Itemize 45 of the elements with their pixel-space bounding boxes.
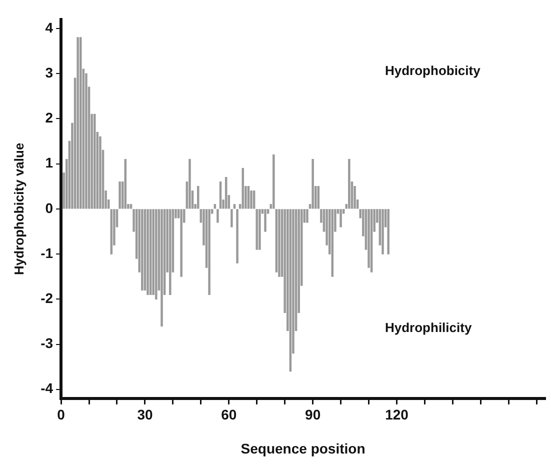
x-tick-label: 60: [221, 406, 237, 423]
bar: [264, 209, 266, 232]
y-tick-label: 2: [45, 110, 54, 126]
y-axis-title: Hydrophobicity value: [11, 142, 26, 275]
bar: [169, 209, 172, 295]
bar: [160, 209, 163, 327]
x-axis-title: Sequence position: [240, 440, 366, 456]
bar: [216, 209, 219, 223]
bar: [306, 209, 308, 223]
bar: [76, 37, 79, 209]
bar: [278, 209, 280, 277]
bar: [118, 182, 121, 209]
y-tick-label: -3: [40, 335, 54, 352]
y-tick-label: 1: [45, 154, 54, 171]
bar: [236, 209, 238, 264]
x-tick-label: 30: [137, 406, 153, 423]
bar: [141, 209, 144, 290]
bar: [230, 209, 233, 228]
bar: [348, 158, 350, 209]
x-tick-label: 120: [385, 406, 409, 423]
y-tick-label: 4: [45, 19, 54, 36]
annotation: Hydrophilicity: [385, 320, 472, 335]
x-tick-label: 90: [305, 406, 321, 423]
bar: [99, 136, 102, 209]
bar: [387, 209, 390, 254]
bar: [272, 154, 275, 209]
bar: [208, 209, 210, 295]
bar: [340, 209, 342, 228]
bar: [312, 158, 314, 209]
y-tick-label: 3: [45, 64, 54, 80]
x-tick-label: 0: [57, 406, 66, 423]
bar: [146, 209, 149, 295]
bar: [258, 209, 261, 250]
bar: [155, 209, 158, 300]
bar: [196, 186, 200, 209]
annotation: Hydrophobicity: [385, 62, 482, 78]
y-tick-label: 0: [45, 200, 54, 216]
bar: [180, 209, 182, 277]
bar: [188, 158, 191, 209]
y-tick-label: -2: [40, 290, 54, 306]
y-tick-label: -1: [40, 244, 54, 261]
bar: [256, 209, 258, 250]
bar: [382, 209, 384, 254]
y-tick-label: -4: [40, 380, 54, 396]
bar: [80, 37, 82, 209]
